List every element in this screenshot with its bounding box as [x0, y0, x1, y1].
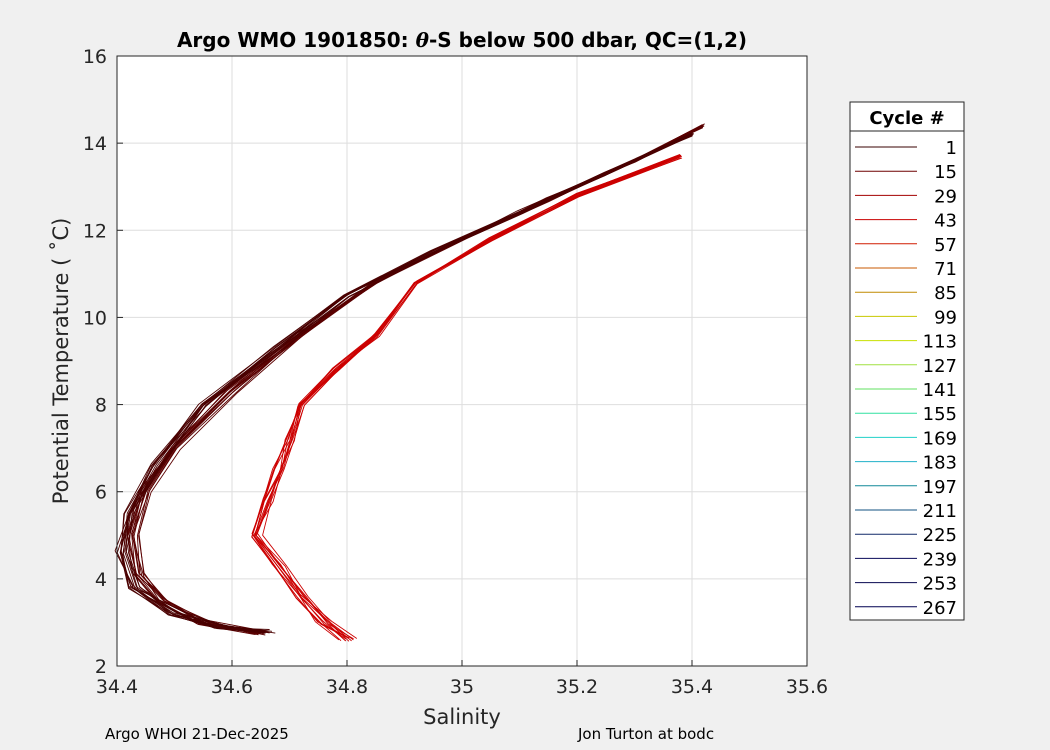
y-tick-label: 10 [83, 307, 107, 329]
legend-box [849, 101, 965, 621]
legend-entry-label: 15 [934, 162, 957, 183]
chart-title: Argo WMO 1901850: θ-S below 500 dbar, QC… [177, 28, 747, 52]
x-tick-label: 35.4 [671, 676, 713, 698]
legend-title: Cycle # [869, 108, 944, 129]
y-tick-label: 16 [83, 46, 107, 68]
y-tick-label: 6 [95, 482, 107, 504]
x-tick-label: 34.6 [211, 676, 253, 698]
data-series-line [128, 126, 704, 634]
y-tick-label: 8 [95, 395, 107, 417]
footer-source: Argo WHOI 21-Dec-2025 [105, 725, 289, 743]
legend-entry-label: 85 [934, 283, 957, 304]
legend-entry-label: 267 [923, 598, 957, 619]
data-series-line [128, 134, 691, 632]
legend-entry-label: 1 [946, 138, 957, 159]
x-tick-label: 35.6 [786, 676, 828, 698]
legend-entry-label: 113 [923, 332, 957, 353]
legend-entry-label: 155 [923, 404, 957, 425]
legend-entry-label: 253 [923, 574, 957, 595]
legend-entry-label: 211 [923, 501, 957, 522]
legend-entry-label: 141 [923, 380, 957, 401]
data-series-line [122, 134, 693, 633]
data-series-line [255, 155, 681, 642]
legend-entry-label: 183 [923, 453, 957, 474]
legend-entry-label: 127 [923, 356, 957, 377]
y-axis-label: Potential Temperature ( ˚C) [49, 218, 73, 505]
legend-entry-label: 239 [923, 549, 957, 570]
data-lines [114, 123, 705, 642]
data-series-line [251, 153, 681, 642]
legend-entry-label: 99 [934, 307, 957, 328]
x-tick-label: 35.2 [556, 676, 598, 698]
data-series-line [114, 133, 694, 631]
data-series-line [254, 155, 682, 640]
y-tick-label: 2 [95, 656, 107, 678]
legend-entry-label: 43 [934, 211, 957, 232]
legend: Cycle # 1 15 29 43 57 71 85 99 113 127 141 155 169 18… [849, 101, 965, 621]
x-ticks: 34.4 34.6 34.8 35 35.2 35.4 35.6 [96, 660, 828, 698]
legend-entry-label: 57 [934, 235, 957, 256]
x-axis-label: Salinity [423, 705, 501, 729]
y-tick-label: 12 [83, 220, 107, 242]
y-tick-label: 4 [95, 569, 107, 591]
y-ticks: 2 4 6 8 10 12 14 16 [83, 46, 123, 678]
y-tick-label: 14 [83, 133, 107, 155]
legend-entry-label: 225 [923, 525, 957, 546]
legend-entry-label: 197 [923, 477, 957, 498]
data-series-line [262, 154, 680, 641]
legend-entry-label: 29 [934, 186, 957, 207]
legend-entry-label: 169 [923, 428, 957, 449]
legend-entry-label: 71 [934, 259, 957, 280]
footer-author: Jon Turton at bodc [578, 725, 715, 743]
x-tick-label: 34.4 [96, 676, 138, 698]
data-series-line [120, 133, 693, 633]
x-tick-label: 35 [450, 676, 474, 698]
x-tick-label: 34.8 [326, 676, 368, 698]
